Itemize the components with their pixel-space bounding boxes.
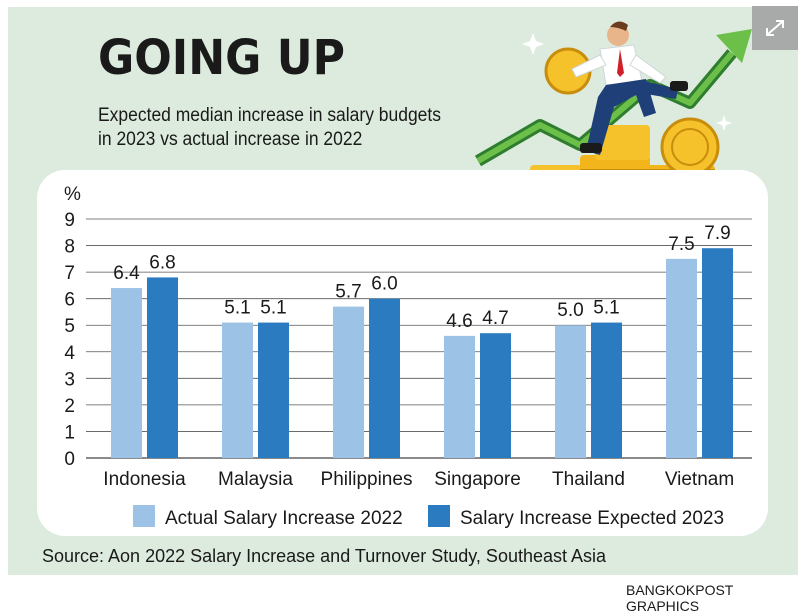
bar-vietnam-2022 (666, 258, 697, 458)
legend-label: Actual Salary Increase 2022 (165, 508, 403, 529)
x-tick-label: Singapore (434, 469, 521, 490)
data-label: 7.5 (668, 234, 694, 255)
y-tick-label: 4 (64, 343, 75, 364)
subtitle-line-1: Expected median increase in salary budge… (98, 105, 442, 126)
y-tick-label: 9 (64, 210, 75, 231)
bar-thailand-2023 (591, 322, 622, 458)
source-note: Source: Aon 2022 Salary Increase and Tur… (42, 546, 607, 566)
expand-icon (766, 20, 784, 36)
data-label: 4.6 (446, 311, 472, 332)
y-tick-label: 3 (64, 369, 75, 390)
y-tick-label: 7 (64, 263, 75, 284)
subtitle-line-2: in 2023 vs actual increase in 2022 (98, 129, 363, 150)
legend-label: Salary Increase Expected 2023 (460, 508, 724, 529)
data-label: 6.4 (113, 263, 140, 284)
y-tick-label: 8 (64, 237, 75, 258)
data-label: 5.1 (593, 298, 619, 319)
y-tick-label: 1 (64, 422, 75, 443)
data-label: 5.1 (224, 298, 250, 319)
data-label: 6.8 (149, 252, 175, 273)
data-label: 6.0 (371, 274, 397, 295)
x-tick-label: Philippines (321, 469, 413, 490)
data-label: 5.7 (335, 282, 361, 303)
y-tick-label: 6 (64, 290, 75, 311)
bar-malaysia-2023 (258, 322, 289, 458)
bar-thailand-2022 (555, 325, 586, 458)
y-tick-label: 2 (64, 396, 75, 417)
data-label: 5.0 (557, 300, 583, 321)
y-tick-label: 5 (64, 316, 75, 337)
legend-swatch (428, 505, 450, 527)
bar-malaysia-2022 (222, 322, 253, 458)
bar-philippines-2022 (333, 306, 364, 458)
x-tick-label: Vietnam (665, 469, 734, 490)
y-axis-label: % (64, 184, 81, 205)
bar-philippines-2023 (369, 298, 400, 458)
data-label: 4.7 (482, 308, 508, 329)
bar-indonesia-2023 (147, 277, 178, 458)
bar-indonesia-2022 (111, 288, 142, 458)
x-tick-label: Indonesia (103, 469, 186, 490)
page-subtitle: Expected median increase in salary budge… (98, 104, 466, 152)
bar-singapore-2022 (444, 335, 475, 458)
y-tick-label: 0 (64, 449, 75, 470)
running-man-icon (544, 21, 688, 155)
page-title: GOING UP (98, 30, 346, 86)
data-label: 7.9 (704, 223, 730, 244)
arrow-head (716, 29, 752, 63)
graphics-credit: BANGKOKPOST GRAPHICS (626, 582, 734, 614)
x-tick-label: Thailand (552, 469, 625, 490)
bar-vietnam-2023 (702, 248, 733, 458)
expand-button[interactable] (752, 6, 798, 50)
legend-swatch (133, 505, 155, 527)
data-label: 5.1 (260, 298, 286, 319)
bar-singapore-2023 (480, 333, 511, 458)
x-tick-label: Malaysia (218, 469, 293, 490)
